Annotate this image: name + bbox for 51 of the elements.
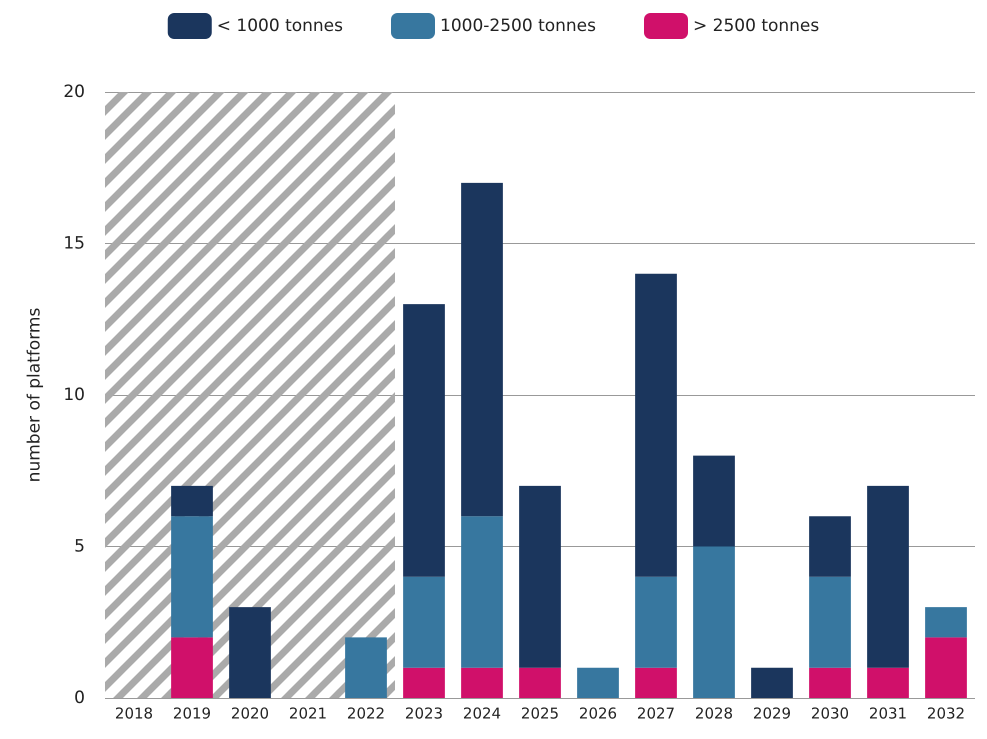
x-tick-label: 2027 [636, 704, 676, 722]
y-tick-label: 0 [74, 688, 85, 708]
bar [345, 637, 387, 698]
x-tick-label: 2018 [114, 704, 154, 722]
x-tick-label: 2020 [230, 704, 270, 722]
bar [171, 486, 213, 516]
x-tick-label: 2025 [520, 704, 560, 722]
bar [171, 516, 213, 638]
x-tick-label: 2028 [694, 704, 734, 722]
y-tick-label: 10 [63, 385, 85, 405]
bar [403, 668, 445, 698]
bar [925, 607, 967, 638]
y-tick-label: 5 [74, 536, 85, 556]
bar [403, 304, 445, 577]
legend-label: < 1000 tonnes [216, 16, 344, 36]
x-tick-label: 2026 [578, 704, 618, 722]
bar [867, 668, 909, 698]
bar [925, 637, 967, 698]
y-axis-title: number of platforms [24, 308, 44, 482]
bar [461, 516, 503, 668]
bar [635, 274, 677, 577]
bar [635, 576, 677, 668]
legend-label: 1000-2500 tonnes [440, 16, 596, 36]
bar [809, 668, 851, 698]
y-tick-label: 15 [63, 234, 85, 254]
bar [751, 668, 793, 698]
bar [171, 637, 213, 698]
bar [635, 668, 677, 698]
x-tick-label: 2032 [926, 704, 966, 722]
x-tick-label: 2023 [404, 704, 444, 722]
bar [809, 516, 851, 577]
bar [403, 576, 445, 668]
bar [229, 607, 271, 698]
bar [519, 486, 561, 668]
bar [519, 668, 561, 698]
bar [577, 668, 619, 698]
y-tick-label: 20 [63, 82, 85, 102]
bar [693, 546, 735, 698]
x-tick-label: 2019 [172, 704, 212, 722]
x-tick-label: 2024 [462, 704, 502, 722]
bar [461, 182, 503, 516]
legend-label: > 2500 tonnes [693, 16, 820, 36]
bar [461, 668, 503, 698]
x-tick-label: 2030 [810, 704, 850, 722]
x-tick-label: 2022 [346, 704, 386, 722]
bar [809, 576, 851, 668]
x-tick-label: 2029 [752, 704, 792, 722]
x-tick-label: 2021 [288, 704, 328, 722]
x-tick-label: 2031 [868, 704, 908, 722]
bar [693, 456, 735, 546]
bar [867, 486, 909, 668]
